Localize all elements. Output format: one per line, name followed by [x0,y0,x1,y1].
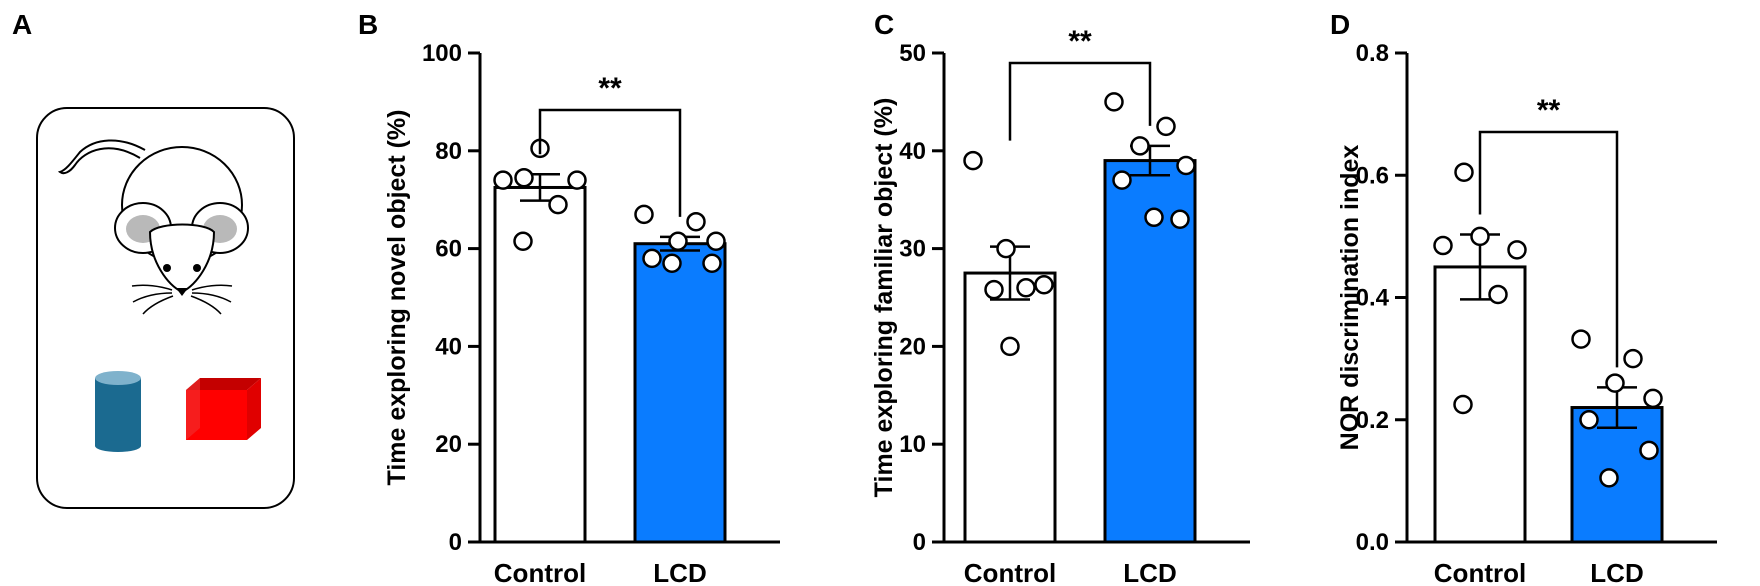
data-point [1144,207,1164,228]
data-point [1579,410,1599,430]
data-point [642,248,662,269]
cube-object-icon [186,378,261,440]
panel-letter-d: D [1330,9,1350,40]
significance-label: ** [1537,94,1561,127]
data-point [1605,373,1625,393]
data-point [513,231,533,252]
y-axis-title: Time exploring novel object (%) [383,110,411,486]
y-tick-label: 20 [899,333,926,360]
data-point [1623,348,1643,369]
y-tick-label: 0 [449,529,462,556]
y-tick-label: 50 [899,40,926,67]
data-point [1130,136,1150,156]
data-point [1156,116,1176,137]
y-tick-label: 0.2 [1356,407,1389,434]
data-point [567,170,587,190]
y-axis-title: NOR discrimination index [1336,145,1364,451]
significance-bracket [1478,130,1619,368]
cylinder-object-icon [95,371,141,452]
data-point [1016,277,1036,298]
data-point [1488,284,1508,305]
y-tick-label: 60 [435,236,462,263]
significance-bracket [1008,61,1152,141]
data-point [1507,240,1527,260]
data-point [706,231,726,252]
y-axis-title: Time exploring familiar object (%) [870,98,898,498]
category-label-control: Control [964,558,1056,586]
chart-panel-c: C 0 10 20 30 40 50 Time exploring familiar obje… [870,9,1250,586]
y-tick-label: 20 [435,431,462,458]
data-point [1454,162,1474,182]
y-tick-label: 100 [422,40,462,67]
bar-control [963,271,1057,544]
category-label-control: Control [494,558,586,586]
category-label-control: Control [1434,558,1526,586]
panel-letter-c: C [874,9,894,40]
data-point [1433,235,1453,256]
y-tick-label: 10 [899,431,926,458]
data-point [1571,329,1591,349]
y-tick-label: 80 [435,138,462,165]
data-point [996,238,1016,259]
data-point [702,253,722,274]
data-point [514,167,534,188]
data-point [1000,336,1020,357]
category-label-lcd: LCD [653,558,706,586]
data-point [984,279,1004,300]
data-point [1453,394,1473,415]
significance-bracket [538,108,682,217]
chart-panel-d: D 0.0 0.2 0.4 0.6 0.8 NOR discrimination index… [1330,9,1717,586]
bar-lcd [633,242,727,544]
data-point [1034,275,1054,295]
data-point [1112,170,1132,190]
y-tick-label: 30 [899,236,926,263]
data-point [634,204,654,225]
panel-letter-a: A [12,9,32,40]
data-point [1170,209,1190,230]
y-tick-label: 0.0 [1356,529,1389,556]
data-point [1104,92,1124,112]
data-point [1470,226,1490,247]
y-tick-label: 0.6 [1356,162,1389,189]
significance-label: ** [598,72,622,105]
data-point [686,211,706,232]
data-point [963,150,983,171]
data-point [662,253,682,274]
significance-label: ** [1068,25,1092,58]
data-point [493,170,513,190]
bar-control [1433,265,1527,544]
y-tick-label: 40 [435,333,462,360]
mouse-arena-illustration [36,107,295,509]
data-point [548,194,568,215]
y-tick-label: 0.8 [1356,40,1389,67]
category-label-lcd: LCD [1123,558,1176,586]
data-point [1643,388,1663,409]
data-point [1599,468,1619,488]
bar-control [493,185,587,544]
y-tick-label: 0 [913,529,926,556]
data-point [1639,440,1659,461]
mouse-icon [57,139,249,315]
y-tick-label: 40 [899,138,926,165]
panel-letter-b: B [358,9,378,40]
data-point [1176,155,1196,176]
data-point [668,231,688,252]
y-tick-label: 0.4 [1356,285,1390,312]
chart-panel-b: B 0 20 40 60 80 100 Time exploring novel object… [358,9,780,586]
category-label-lcd: LCD [1590,558,1643,586]
